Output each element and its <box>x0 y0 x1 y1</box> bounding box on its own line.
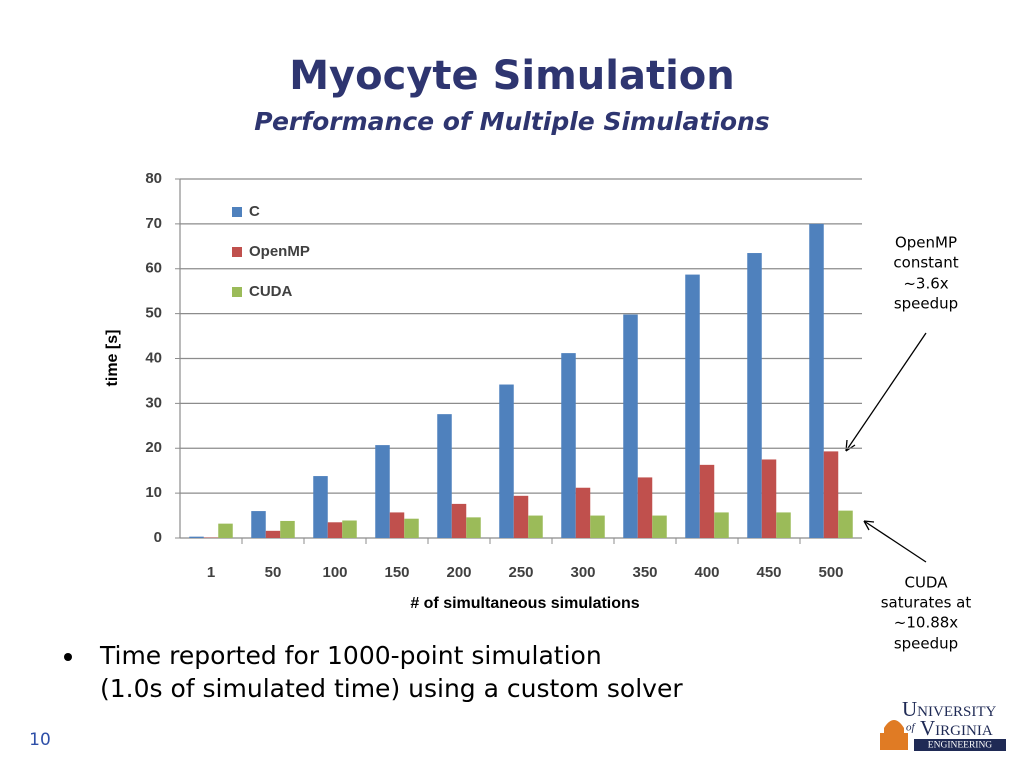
bar <box>528 515 543 538</box>
bar <box>499 384 514 538</box>
bullet-dot <box>64 653 72 661</box>
bullet-text: (1.0s of simulated time) using a custom … <box>100 674 683 703</box>
bar <box>590 515 605 538</box>
bar <box>437 414 452 538</box>
y-tick-label: 20 <box>145 439 162 456</box>
x-tick-label: 1 <box>207 564 215 581</box>
x-axis-label: # of simultaneous simulations <box>410 595 639 612</box>
logo-engineering: ENGINEERING <box>928 741 993 751</box>
annotation-line: constant <box>893 254 958 272</box>
y-tick-label: 60 <box>145 260 162 277</box>
arrow <box>845 332 927 452</box>
annotation-openmp: OpenMP constant ~3.6x speedup <box>845 234 959 452</box>
x-tick-label: 400 <box>694 564 719 581</box>
y-tick-label: 30 <box>145 394 162 411</box>
bullet-text: Time reported for 1000-point simulation <box>99 641 602 670</box>
bar <box>265 530 281 538</box>
x-tick-label: 350 <box>632 564 657 581</box>
bar <box>637 477 653 538</box>
y-tick-label: 40 <box>145 349 162 366</box>
x-tick-label: 200 <box>446 564 471 581</box>
y-tick-label: 10 <box>145 484 162 501</box>
legend-swatch <box>232 247 242 257</box>
arrow <box>863 520 927 563</box>
slide-subtitle: Performance of Multiple Simulations <box>254 107 769 136</box>
bar <box>685 274 700 538</box>
annotation-line: speedup <box>894 295 958 313</box>
slide-title: Myocyte Simulation <box>289 53 735 99</box>
x-tick-label: 150 <box>384 564 409 581</box>
legend-label: CUDA <box>249 283 292 300</box>
x-tick-label: 500 <box>818 564 843 581</box>
x-tick-label: 450 <box>756 564 781 581</box>
bar <box>838 510 853 538</box>
logo-of: of <box>906 722 917 734</box>
y-tick-label: 0 <box>154 529 162 546</box>
y-tick-label: 70 <box>145 215 162 232</box>
logo-university: University <box>902 697 996 721</box>
arrow-head <box>863 520 875 531</box>
bar <box>623 314 638 538</box>
annotation-line: ~3.6x <box>903 275 948 293</box>
bar <box>714 512 729 538</box>
y-tick-label: 80 <box>145 170 162 187</box>
annotation-line: saturates at <box>881 594 972 612</box>
legend-swatch <box>232 207 242 217</box>
y-axis-label: time [s] <box>104 330 121 387</box>
legend-label: OpenMP <box>249 243 310 260</box>
bar <box>561 353 576 538</box>
page-number: 10 <box>29 730 51 750</box>
bar <box>776 512 791 538</box>
bar <box>251 511 266 538</box>
x-tick-label: 250 <box>508 564 533 581</box>
bar <box>575 487 591 538</box>
x-tick-label: 300 <box>570 564 595 581</box>
legend-swatch <box>232 287 242 297</box>
y-tick-label: 50 <box>145 305 162 322</box>
bar <box>466 517 481 538</box>
annotation-line: ~10.88x <box>894 614 959 632</box>
logo: University of Virginia ENGINEERING <box>880 697 1006 751</box>
logo-rotunda <box>880 720 908 750</box>
bar <box>809 223 824 538</box>
bar <box>218 523 233 538</box>
bar <box>313 476 328 538</box>
annotation-line: OpenMP <box>895 234 957 252</box>
bar <box>375 445 390 538</box>
annotation-line: CUDA <box>904 574 948 592</box>
bar <box>699 464 715 538</box>
bar <box>189 536 204 538</box>
bar <box>513 495 529 538</box>
bar <box>327 522 343 538</box>
bar <box>389 512 405 538</box>
x-tick-label: 100 <box>322 564 347 581</box>
annotation-cuda: CUDA saturates at ~10.88x speedup <box>863 520 972 653</box>
x-tick-label: 50 <box>265 564 282 581</box>
bar <box>451 503 467 538</box>
bar <box>404 518 419 538</box>
logo-virginia: Virginia <box>920 716 993 740</box>
bar <box>652 515 667 538</box>
bar <box>823 451 839 538</box>
annotation-line: speedup <box>894 635 958 653</box>
legend-label: C <box>249 203 260 220</box>
bar <box>747 253 762 538</box>
bar <box>761 459 777 538</box>
logo-band <box>914 739 1006 751</box>
bar <box>342 520 357 538</box>
bar <box>280 520 295 538</box>
